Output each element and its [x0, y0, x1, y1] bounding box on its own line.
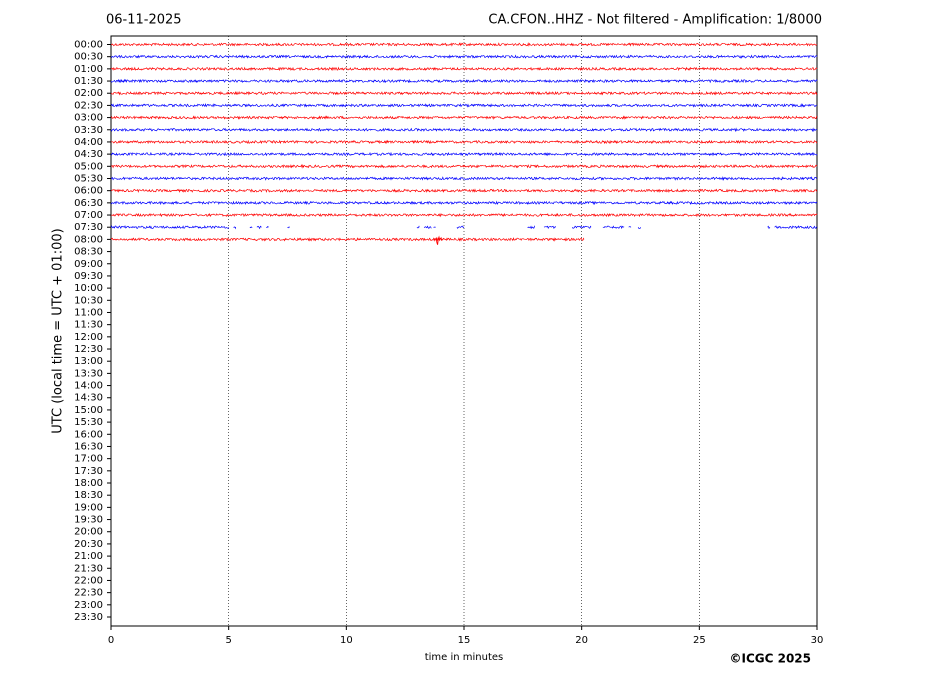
y-tick-label: 16:00	[74, 429, 103, 440]
y-tick-label: 10:00	[74, 283, 103, 294]
y-tick-label: 15:00	[74, 405, 103, 416]
trace-segment	[527, 225, 535, 230]
y-tick-label: 17:30	[74, 466, 103, 477]
y-tick-label: 13:00	[74, 356, 103, 367]
x-tick-label: 20	[575, 635, 588, 646]
trace-segment	[110, 212, 818, 218]
y-tick-label: 23:00	[74, 600, 103, 611]
y-tick-label: 02:00	[74, 88, 103, 99]
y-tick-label: 03:00	[74, 113, 103, 124]
trace-segment	[110, 188, 818, 193]
y-tick-label: 20:30	[74, 539, 103, 550]
trace-segment	[110, 139, 818, 145]
y-tick-label: 19:30	[74, 515, 103, 526]
trace-segment	[110, 54, 818, 59]
y-tick-label: 04:30	[74, 149, 103, 160]
trace-segment	[110, 127, 818, 133]
y-tick-label: 07:00	[74, 210, 103, 221]
y-tick-label: 18:00	[74, 478, 103, 489]
x-tick-label: 15	[458, 635, 471, 646]
y-tick-label: 20:00	[74, 527, 103, 538]
trace-segment	[456, 225, 465, 229]
x-tick-label: 25	[693, 635, 706, 646]
y-tick-label: 08:00	[74, 234, 103, 245]
y-tick-label: 10:30	[74, 295, 103, 306]
trace-segment	[767, 225, 771, 230]
trace-segment	[110, 200, 818, 206]
trace-segment	[110, 90, 818, 96]
trace-segment	[774, 225, 818, 230]
trace-segment	[110, 163, 818, 169]
y-tick-label: 00:30	[74, 52, 103, 63]
y-tick-label: 21:30	[74, 563, 103, 574]
y-tick-label: 01:00	[74, 64, 103, 75]
trace-segment	[110, 237, 585, 242]
trace-segment	[423, 225, 432, 229]
trace-segment	[266, 226, 269, 229]
y-tick-label: 00:00	[74, 40, 103, 51]
y-tick-label: 18:30	[74, 490, 103, 501]
trace-segment	[110, 66, 818, 72]
y-tick-label: 12:00	[74, 332, 103, 343]
x-tick-label: 30	[811, 635, 824, 646]
y-tick-label: 22:00	[74, 575, 103, 586]
x-tick-label: 10	[340, 635, 353, 646]
y-tick-label: 09:30	[74, 271, 103, 282]
x-tick-label: 5	[225, 635, 231, 646]
y-tick-label: 22:30	[74, 588, 103, 599]
event-spike	[433, 235, 443, 245]
trace-segment	[110, 78, 818, 84]
y-tick-label: 23:30	[74, 612, 103, 623]
trace-segment	[543, 225, 557, 230]
y-tick-label: 06:00	[74, 186, 103, 197]
trace-segment	[287, 226, 290, 229]
y-tick-label: 21:00	[74, 551, 103, 562]
trace-segment	[233, 226, 237, 230]
y-tick-label: 19:00	[74, 502, 103, 513]
y-tick-label: 08:30	[74, 247, 103, 258]
y-tick-label: 14:30	[74, 393, 103, 404]
y-tick-label: 13:30	[74, 368, 103, 379]
trace-segment	[110, 115, 818, 120]
y-tick-label: 02:30	[74, 100, 103, 111]
trace-segment	[602, 225, 625, 230]
trace-segment	[249, 226, 253, 229]
x-axis-label: time in minutes	[425, 652, 504, 663]
y-tick-label: 03:30	[74, 125, 103, 136]
trace-segment	[110, 103, 818, 108]
trace-segment	[637, 227, 641, 229]
y-tick-label: 04:00	[74, 137, 103, 148]
trace-segment	[110, 42, 818, 47]
y-tick-label: 11:00	[74, 307, 103, 318]
y-axis-label: UTC (local time = UTC + 01:00)	[51, 228, 66, 433]
y-tick-label: 14:00	[74, 381, 103, 392]
y-tick-label: 16:30	[74, 441, 103, 452]
y-tick-label: 17:00	[74, 454, 103, 465]
trace-segment	[110, 225, 230, 230]
y-tick-label: 12:30	[74, 344, 103, 355]
y-tick-label: 01:30	[74, 76, 103, 87]
y-tick-label: 05:00	[74, 161, 103, 172]
credit: ©ICGC 2025	[729, 652, 811, 666]
trace-segment	[416, 225, 420, 229]
chart-title: CA.CFON..HHZ - Not filtered - Amplificat…	[488, 13, 822, 28]
trace-segment	[110, 176, 818, 181]
y-tick-label: 05:30	[74, 173, 103, 184]
trace-segment	[628, 226, 632, 228]
y-tick-label: 09:00	[74, 259, 103, 270]
y-tick-label: 15:30	[74, 417, 103, 428]
y-tick-label: 11:30	[74, 320, 103, 331]
y-tick-label: 07:30	[74, 222, 103, 233]
trace-segment	[571, 225, 592, 229]
y-tick-label: 06:30	[74, 198, 103, 209]
trace-segment	[256, 225, 262, 230]
x-tick-label: 0	[108, 635, 114, 646]
trace-segment	[110, 151, 818, 157]
date: 06-11-2025	[106, 13, 182, 28]
